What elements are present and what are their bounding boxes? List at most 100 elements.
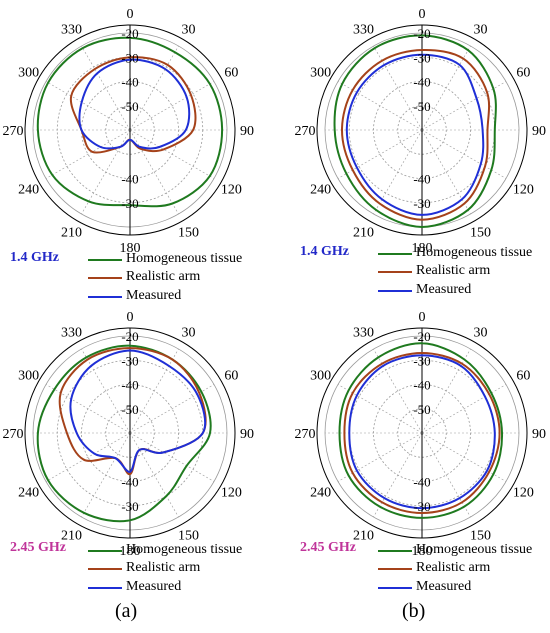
frequency-label: 2.45 GHz xyxy=(300,540,356,555)
angle-tick-label: 90 xyxy=(240,427,254,442)
angle-tick-label: 150 xyxy=(178,225,199,240)
angle-tick-label: 180 xyxy=(120,241,141,256)
frequency-label: 2.45 GHz xyxy=(10,540,66,555)
angle-tick-label: 300 xyxy=(18,66,39,81)
caption-b: (b) xyxy=(402,600,426,622)
legend-label: Measured xyxy=(416,282,472,297)
angle-tick-label: 150 xyxy=(470,225,491,240)
angle-tick-label: 120 xyxy=(221,486,242,501)
radial-tick-label: -20 xyxy=(121,26,138,41)
legend-swatch xyxy=(88,277,122,279)
grid-spoke xyxy=(129,81,215,131)
measured-trace xyxy=(345,53,485,216)
measured-trace xyxy=(348,354,496,510)
angle-tick-label: 30 xyxy=(474,326,488,341)
measured-trace xyxy=(78,58,191,150)
polar-plot-b-1.4: -20 -30 -40 -50 -30 -40 0 30 60 90 120 150 180 210 240… xyxy=(295,7,547,256)
legend-label: Measured xyxy=(416,579,472,594)
angle-tick-label: 330 xyxy=(353,326,374,341)
legend: Homogeneous tissue Realistic arm Measure… xyxy=(88,250,268,306)
angle-tick-label: 240 xyxy=(310,183,331,198)
angle-tick-label: 90 xyxy=(240,124,254,139)
angle-tick-label: 60 xyxy=(224,66,238,81)
legend-label: Homogeneous tissue xyxy=(126,251,243,266)
angle-tick-label: 270 xyxy=(295,124,316,139)
polar-chart-b-2.45: -20 -30 -40 -50 -30 -40 0 30 60 90 120 150 180 210 240… xyxy=(292,303,550,563)
radial-tick-label: -40 xyxy=(121,75,138,90)
caption-a: (a) xyxy=(115,600,138,622)
legend-swatch xyxy=(378,587,412,589)
angle-tick-label: 270 xyxy=(3,124,24,139)
grid-spoke xyxy=(81,348,131,434)
radial-tick-label: -20 xyxy=(413,26,430,41)
grid-spoke xyxy=(129,348,179,434)
radial-tick-label: -30 xyxy=(121,353,138,368)
radial-tick-label: -40 xyxy=(413,378,430,393)
radial-tick-label: -30 xyxy=(121,50,138,65)
legend: Homogeneous tissue Realistic arm Measure… xyxy=(378,244,550,300)
legend-swatch xyxy=(88,550,122,552)
legend-swatch xyxy=(88,259,122,261)
angle-tick-label: 30 xyxy=(182,326,196,341)
legend-label: Realistic arm xyxy=(416,263,491,278)
realistic-trace xyxy=(343,352,501,515)
angle-tick-label: 150 xyxy=(470,528,491,543)
grid-spoke xyxy=(129,432,179,518)
legend-swatch xyxy=(88,296,122,298)
angle-tick-label: 60 xyxy=(516,66,530,81)
radial-tick-label: -50 xyxy=(413,99,430,114)
angle-tick-label: 330 xyxy=(61,23,82,38)
grid-spoke xyxy=(45,384,131,434)
polar-chart-b-1.4: -20 -30 -40 -50 -30 -40 0 30 60 90 120 150 180 210 240… xyxy=(292,0,550,260)
legend-swatch xyxy=(378,271,412,273)
legend-label: Homogeneous tissue xyxy=(126,542,243,557)
polar-plot-a-1.4: -20 -30 -40 -50 -30 -40 0 30 60 90 120 150 180 210 240… xyxy=(3,7,255,256)
angle-tick-label: 330 xyxy=(61,326,82,341)
angle-tick-label: 30 xyxy=(182,23,196,38)
angle-tick-label: 150 xyxy=(178,528,199,543)
legend-label: Homogeneous tissue xyxy=(416,245,533,260)
angle-tick-label: 210 xyxy=(353,528,374,543)
grid-spoke xyxy=(337,432,423,482)
frequency-label: 1.4 GHz xyxy=(10,250,59,265)
angle-tick-label: 90 xyxy=(532,427,546,442)
legend-label: Realistic arm xyxy=(126,560,201,575)
radial-tick-label: -50 xyxy=(121,99,138,114)
radial-tick-label: -40 xyxy=(121,172,138,187)
homogeneous-trace xyxy=(333,34,497,229)
angle-tick-label: 240 xyxy=(310,486,331,501)
realistic-trace xyxy=(340,48,491,221)
homogeneous-trace xyxy=(36,36,224,208)
grid-spoke xyxy=(421,81,507,131)
angle-tick-label: 270 xyxy=(3,427,24,442)
angle-tick-label: 0 xyxy=(127,310,134,325)
radial-tick-label: -30 xyxy=(121,499,138,514)
radial-tick-label: -40 xyxy=(121,378,138,393)
radial-tick-label: -50 xyxy=(413,402,430,417)
angle-tick-label: 300 xyxy=(18,369,39,384)
radial-tick-label: -20 xyxy=(413,329,430,344)
angle-tick-label: 0 xyxy=(127,7,134,22)
radial-tick-label: -30 xyxy=(413,353,430,368)
realistic-trace xyxy=(58,347,207,476)
homogeneous-trace xyxy=(338,342,504,519)
polar-plot-b-2.45: -20 -30 -40 -50 -30 -40 0 30 60 90 120 150 180 210 240… xyxy=(295,310,547,559)
grid-spoke xyxy=(129,129,179,215)
grid-spoke xyxy=(81,432,131,518)
angle-tick-label: 210 xyxy=(353,225,374,240)
grid-spoke xyxy=(45,129,131,179)
measured-trace xyxy=(69,349,207,473)
grid-spoke xyxy=(45,81,131,131)
angle-tick-label: 60 xyxy=(516,369,530,384)
angle-tick-label: 180 xyxy=(120,544,141,559)
legend-label: Measured xyxy=(126,288,182,303)
radial-tick-label: -30 xyxy=(413,50,430,65)
homogeneous-trace xyxy=(36,344,212,523)
polar-chart-a-1.4: -20 -30 -40 -50 -30 -40 0 30 60 90 120 150 180 210 240… xyxy=(0,0,260,260)
radial-tick-label: -40 xyxy=(413,75,430,90)
radial-tick-label: -50 xyxy=(121,402,138,417)
grid-spoke xyxy=(421,45,471,131)
radial-tick-label: -30 xyxy=(413,499,430,514)
legend-swatch xyxy=(378,290,412,292)
radial-tick-label: -40 xyxy=(121,475,138,490)
